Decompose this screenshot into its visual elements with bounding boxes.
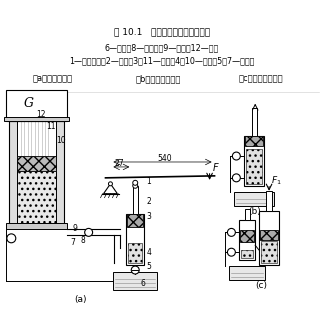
Bar [229, 266, 265, 280]
Text: 7: 7 [71, 238, 76, 247]
Bar [4, 117, 69, 121]
Circle shape [85, 229, 93, 236]
Bar [266, 191, 272, 211]
Text: 6: 6 [140, 279, 145, 288]
Text: 4: 4 [146, 248, 151, 257]
Bar [245, 209, 250, 221]
Text: 1: 1 [146, 177, 151, 186]
Text: 540: 540 [157, 154, 172, 163]
Bar [113, 272, 157, 290]
Text: $F_1$: $F_1$ [271, 175, 282, 187]
Text: 9: 9 [73, 224, 78, 233]
Bar [252, 108, 257, 136]
Bar [127, 213, 143, 227]
Bar [9, 121, 64, 225]
Text: 2: 2 [146, 197, 151, 206]
Bar [234, 192, 274, 206]
Bar [241, 250, 253, 258]
Text: 图 10.1   液压千斤顶的工作原理图: 图 10.1 液压千斤顶的工作原理图 [114, 27, 210, 36]
Circle shape [109, 182, 112, 186]
Text: （a）工作原理图: （a）工作原理图 [33, 75, 73, 84]
Text: (c): (c) [255, 281, 267, 290]
Text: F: F [213, 163, 218, 173]
Text: 10: 10 [56, 136, 66, 145]
Bar [133, 186, 138, 213]
Circle shape [133, 180, 138, 185]
Bar [6, 90, 67, 121]
Text: 8: 8 [81, 236, 85, 245]
Bar [246, 149, 262, 184]
Bar [128, 243, 142, 263]
Bar [9, 121, 17, 225]
Circle shape [227, 248, 235, 256]
Circle shape [232, 174, 240, 182]
Circle shape [131, 266, 139, 274]
Circle shape [7, 234, 16, 243]
Circle shape [227, 229, 235, 236]
Text: (b): (b) [248, 206, 261, 215]
Bar [261, 241, 277, 263]
Bar [240, 230, 254, 242]
Bar [126, 213, 144, 265]
Text: 5: 5 [146, 262, 151, 271]
Text: 11: 11 [46, 122, 56, 131]
Text: 12: 12 [36, 110, 46, 119]
Bar [56, 121, 64, 225]
Text: 1—杠杆手柄；2—泵体；3，11—活塞；4，10—油腔；5，7—单向阀: 1—杠杆手柄；2—泵体；3，11—活塞；4，10—油腔；5，7—单向阀 [69, 57, 255, 66]
Text: (a): (a) [74, 295, 87, 304]
Text: （c）泵的压油过程: （c）泵的压油过程 [239, 75, 283, 84]
Text: 3: 3 [146, 213, 151, 221]
Bar [245, 136, 263, 146]
Bar [17, 171, 56, 223]
Circle shape [232, 152, 240, 160]
Bar [6, 223, 67, 230]
Bar [17, 156, 56, 171]
Bar [244, 136, 264, 186]
Text: 27: 27 [114, 159, 124, 168]
Bar [239, 221, 255, 260]
Bar [260, 230, 278, 240]
Polygon shape [104, 184, 117, 194]
Text: G: G [24, 98, 34, 110]
Text: （b）泵的吸油过程: （b）泵的吸油过程 [135, 75, 181, 84]
Text: 6—油箱；8—放油阀；9—油管；12—缸体: 6—油箱；8—放油阀；9—油管；12—缸体 [105, 43, 219, 52]
Circle shape [133, 183, 138, 188]
Bar [259, 211, 279, 265]
